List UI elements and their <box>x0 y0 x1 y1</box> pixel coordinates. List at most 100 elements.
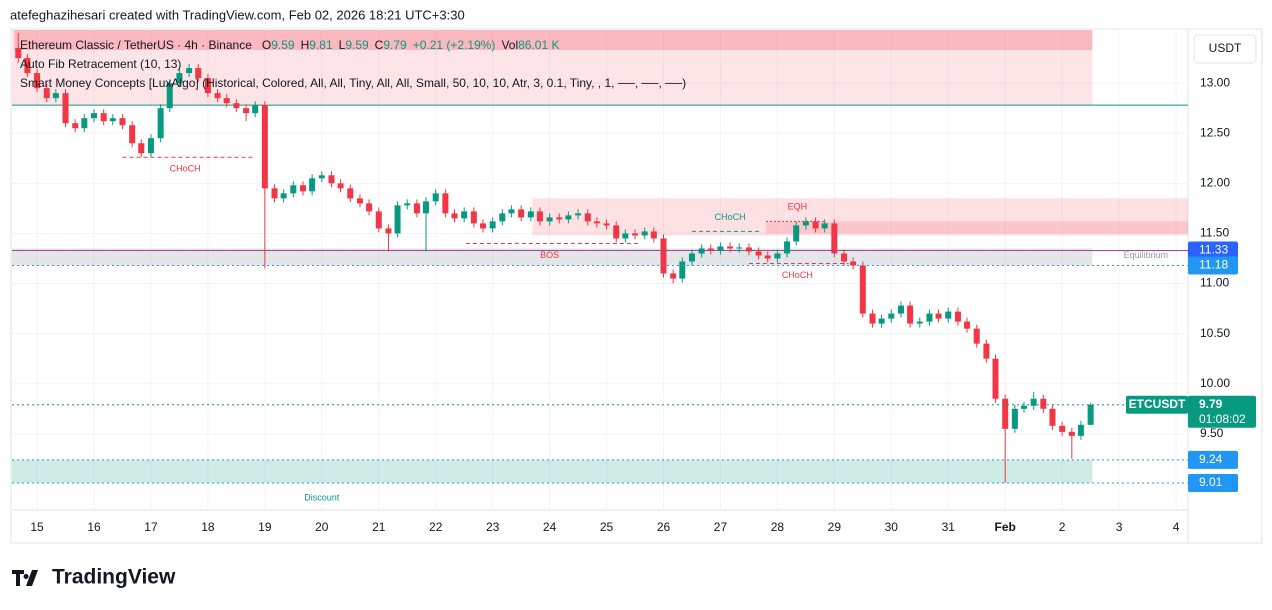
zone <box>12 30 1093 106</box>
candle-body <box>91 113 98 119</box>
candle-body <box>1030 398 1037 406</box>
y-tick-label: 10.50 <box>1200 326 1230 340</box>
candle-body <box>356 198 363 204</box>
y-tick-label: 12.50 <box>1200 125 1230 139</box>
x-tick-label: 23 <box>486 520 500 534</box>
zone <box>532 198 1188 236</box>
candle-body <box>72 123 79 129</box>
candle-body <box>688 253 695 262</box>
candle-body <box>328 175 335 184</box>
candle-body <box>252 105 259 114</box>
annotation: Equilibrium <box>1124 250 1169 260</box>
x-tick-label: 17 <box>144 520 158 534</box>
candle-body <box>945 311 952 319</box>
x-tick-label: 2 <box>1059 520 1066 534</box>
candle-body <box>261 105 268 189</box>
candle-body <box>223 98 230 104</box>
x-tick-label: 19 <box>258 520 272 534</box>
candle-body <box>536 211 543 222</box>
annotation: CHoCH <box>170 164 201 174</box>
price-tag-label: 11.18 <box>1199 258 1228 272</box>
candle-body <box>347 188 354 199</box>
price-tag <box>1188 450 1238 469</box>
candle-body <box>793 225 800 242</box>
candle-body <box>318 175 325 179</box>
zone <box>12 248 1093 266</box>
legend-label: Vol <box>501 38 518 52</box>
price-tag-label: 9.01 <box>1199 475 1223 489</box>
x-tick-label: 29 <box>828 520 842 534</box>
candle-body <box>707 248 714 251</box>
legend-value: 9.81 <box>309 38 333 52</box>
currency: USDT <box>1209 41 1242 55</box>
candle-body <box>916 321 923 324</box>
countdown: 01:08:02 <box>1199 412 1246 426</box>
pane-border <box>10 28 1263 544</box>
logo-mark <box>12 570 38 586</box>
candle-body <box>812 221 819 229</box>
x-tick-label: 22 <box>429 520 443 534</box>
candle-body <box>81 118 88 129</box>
candle-body <box>109 118 116 122</box>
candle-body <box>546 217 553 222</box>
candle-body <box>831 223 838 254</box>
zone <box>14 30 1093 51</box>
candle-body <box>233 103 240 109</box>
candle-body <box>964 321 971 329</box>
x-tick-label: 16 <box>87 520 101 534</box>
price-tag <box>1188 256 1238 275</box>
candle-body <box>508 209 515 214</box>
candle-body <box>119 118 126 126</box>
candle-body <box>973 328 980 344</box>
candle-body <box>271 188 278 199</box>
candle-body <box>727 246 734 249</box>
candle-body <box>147 138 154 154</box>
candle-body <box>1011 408 1018 429</box>
candle-body <box>622 233 629 239</box>
candle-body <box>442 193 449 214</box>
candle-body <box>736 247 743 249</box>
candle-body <box>992 358 999 399</box>
candle-body <box>204 78 211 94</box>
annotation: CHoCH <box>715 212 746 222</box>
x-tick-label: 15 <box>30 520 44 534</box>
candle-body <box>745 247 752 252</box>
candle-body <box>1068 431 1075 436</box>
legend-value: 9.59 <box>345 38 369 52</box>
candle-body <box>641 231 648 236</box>
candle-body <box>15 48 22 59</box>
legend-value: 9.59 <box>271 38 295 52</box>
candle-body <box>878 318 885 324</box>
candle-body <box>1020 405 1027 409</box>
indicator: Auto Fib Retracement (10, 13) <box>20 57 181 71</box>
x-tick-label: 30 <box>885 520 899 534</box>
candle-body <box>375 211 382 229</box>
candle-body <box>679 261 686 279</box>
change: +0.21 (+2.19%) <box>413 38 496 52</box>
candle-body <box>243 108 250 114</box>
logo-text: TradingView <box>52 566 176 589</box>
price-tag <box>1188 395 1256 428</box>
header: atefeghazihesari created with TradingVie… <box>10 7 465 22</box>
candle-body <box>888 313 895 319</box>
legend-value: 9.79 <box>383 38 407 52</box>
candle-body <box>650 231 657 239</box>
candle-body <box>166 83 173 109</box>
candle-body <box>584 213 591 222</box>
annotation: CHoCH <box>782 270 813 280</box>
candle-body <box>100 113 107 122</box>
candle-body <box>1077 424 1084 436</box>
candle-body <box>479 223 486 229</box>
candle-body <box>1059 425 1066 432</box>
candle-body <box>337 183 344 189</box>
price-tag-label: 9.24 <box>1199 452 1223 466</box>
symbol: Ethereum Classic / TetherUS · 4h · Binan… <box>20 38 252 52</box>
candle-body <box>394 205 401 234</box>
candle-body <box>423 201 430 214</box>
candle-body <box>1002 398 1009 429</box>
x-tick-label: 25 <box>600 520 614 534</box>
candle-body <box>850 261 857 266</box>
candle-body <box>451 213 458 219</box>
annotation: Discount <box>304 492 340 502</box>
candle-body <box>176 73 183 84</box>
